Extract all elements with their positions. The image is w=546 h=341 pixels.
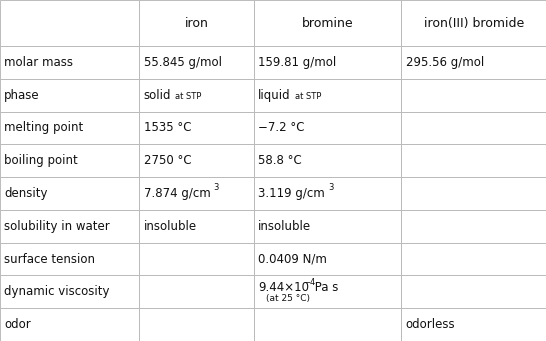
Text: (at 25 °C): (at 25 °C)	[266, 294, 311, 303]
Bar	[254, 276, 401, 308]
Bar	[254, 0, 401, 46]
Bar	[401, 79, 546, 112]
Text: melting point: melting point	[4, 121, 84, 134]
Text: solid: solid	[144, 89, 171, 102]
Bar	[139, 177, 254, 210]
Bar	[139, 243, 254, 276]
Bar	[0, 0, 139, 46]
Text: iron: iron	[185, 16, 209, 30]
Bar	[0, 308, 139, 341]
Text: 58.8 °C: 58.8 °C	[258, 154, 302, 167]
Text: molar mass: molar mass	[4, 56, 73, 69]
Text: density: density	[4, 187, 48, 200]
Text: −4: −4	[303, 279, 315, 287]
Bar	[254, 210, 401, 243]
Text: 3.119 g/cm: 3.119 g/cm	[258, 187, 325, 200]
Text: solubility in water: solubility in water	[4, 220, 110, 233]
Bar	[0, 79, 139, 112]
Bar	[401, 112, 546, 144]
Text: 0.0409 N/m: 0.0409 N/m	[258, 253, 327, 266]
Bar	[0, 243, 139, 276]
Text: 3: 3	[213, 183, 219, 192]
Text: surface tension: surface tension	[4, 253, 96, 266]
Bar	[0, 276, 139, 308]
Text: at STP: at STP	[295, 92, 322, 101]
Text: 3: 3	[328, 183, 334, 192]
Bar	[139, 210, 254, 243]
Bar	[401, 243, 546, 276]
Bar	[139, 46, 254, 79]
Text: 9.44×10: 9.44×10	[258, 281, 309, 294]
Text: dynamic viscosity: dynamic viscosity	[4, 285, 110, 298]
Text: 55.845 g/mol: 55.845 g/mol	[144, 56, 222, 69]
Text: boiling point: boiling point	[4, 154, 78, 167]
Bar	[254, 112, 401, 144]
Bar	[254, 79, 401, 112]
Bar	[139, 112, 254, 144]
Bar	[139, 308, 254, 341]
Text: insoluble: insoluble	[258, 220, 311, 233]
Bar	[254, 243, 401, 276]
Text: phase: phase	[4, 89, 40, 102]
Text: 7.874 g/cm: 7.874 g/cm	[144, 187, 210, 200]
Text: 1535 °C: 1535 °C	[144, 121, 191, 134]
Text: at STP: at STP	[175, 92, 201, 101]
Text: insoluble: insoluble	[144, 220, 197, 233]
Text: −7.2 °C: −7.2 °C	[258, 121, 305, 134]
Text: odor: odor	[4, 318, 31, 331]
Bar	[139, 0, 254, 46]
Text: 159.81 g/mol: 159.81 g/mol	[258, 56, 336, 69]
Text: Pa s: Pa s	[311, 281, 339, 294]
Bar	[139, 79, 254, 112]
Text: 2750 °C: 2750 °C	[144, 154, 191, 167]
Bar	[254, 308, 401, 341]
Bar	[0, 210, 139, 243]
Bar	[254, 46, 401, 79]
Bar	[254, 177, 401, 210]
Text: liquid: liquid	[258, 89, 291, 102]
Bar	[254, 144, 401, 177]
Bar	[401, 46, 546, 79]
Bar	[0, 144, 139, 177]
Bar	[401, 308, 546, 341]
Bar	[401, 0, 546, 46]
Text: 295.56 g/mol: 295.56 g/mol	[406, 56, 484, 69]
Bar	[401, 144, 546, 177]
Bar	[401, 276, 546, 308]
Bar	[0, 177, 139, 210]
Text: odorless: odorless	[406, 318, 455, 331]
Bar	[401, 210, 546, 243]
Bar	[139, 144, 254, 177]
Text: bromine: bromine	[302, 16, 353, 30]
Bar	[401, 177, 546, 210]
Text: iron(III) bromide: iron(III) bromide	[424, 16, 524, 30]
Bar	[0, 46, 139, 79]
Bar	[139, 276, 254, 308]
Bar	[0, 112, 139, 144]
